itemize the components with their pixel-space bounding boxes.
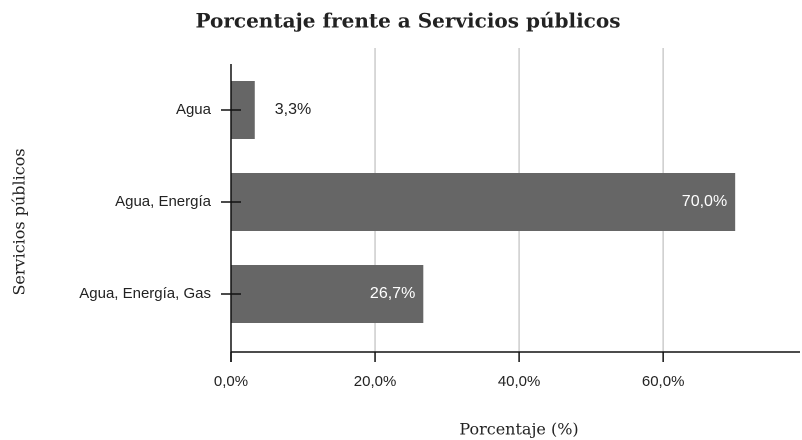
x-tick-label: 20,0% bbox=[354, 373, 397, 390]
x-tick-label: 0,0% bbox=[214, 373, 248, 390]
value-label: 70,0% bbox=[682, 193, 727, 210]
value-label: 3,3% bbox=[275, 101, 311, 118]
y-axis-label: Servicios públicos bbox=[10, 148, 29, 295]
x-axis-label: Porcentaje (%) bbox=[459, 420, 578, 439]
chart-title: Porcentaje frente a Servicios públicos bbox=[196, 9, 621, 33]
value-label: 26,7% bbox=[370, 285, 415, 302]
bars bbox=[231, 81, 736, 323]
bar bbox=[231, 81, 255, 139]
bar bbox=[231, 173, 736, 231]
x-tick-label: 40,0% bbox=[498, 373, 541, 390]
y-tick-label: Agua, Energía, Gas bbox=[79, 285, 211, 302]
y-tick-label: Agua, Energía bbox=[115, 193, 211, 210]
y-tick-label: Agua bbox=[175, 101, 211, 118]
bar bbox=[231, 265, 424, 323]
x-tick-label: 60,0% bbox=[642, 373, 685, 390]
